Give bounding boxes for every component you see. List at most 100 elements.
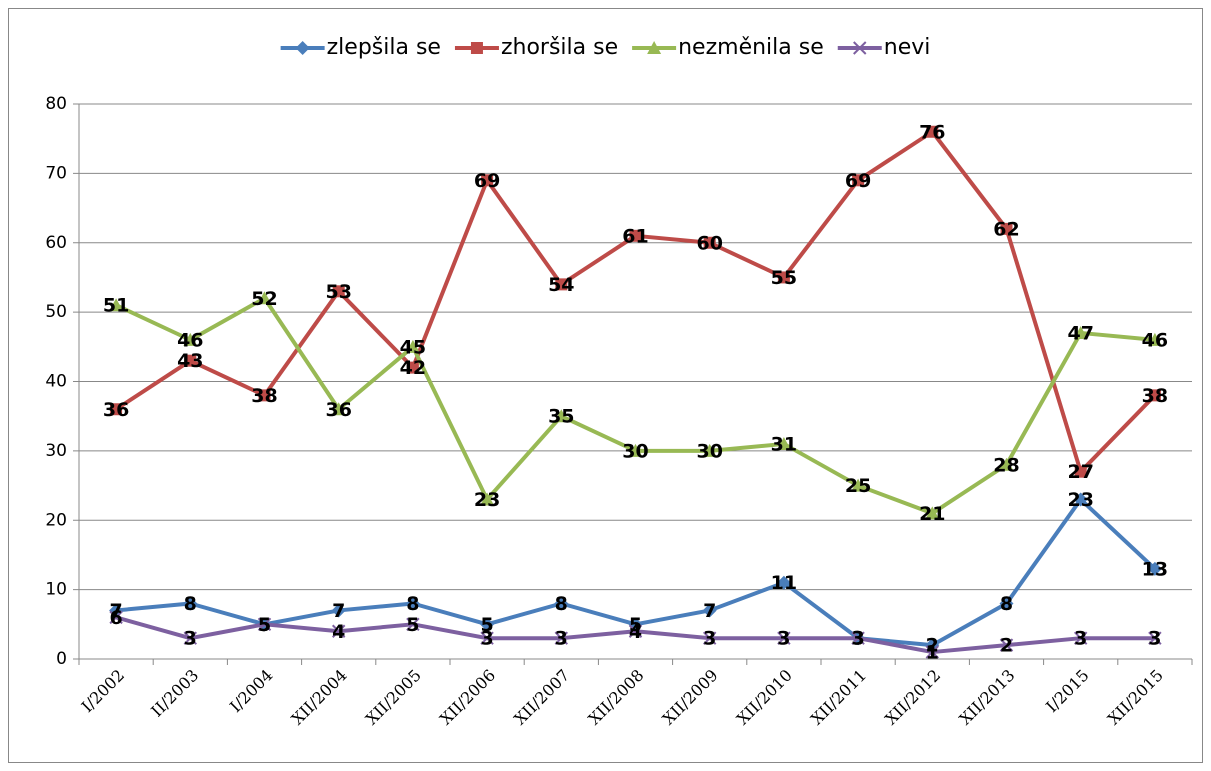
marker — [1074, 465, 1087, 478]
marker — [1073, 631, 1088, 645]
data-label: 13 — [1142, 558, 1168, 580]
marker — [853, 41, 867, 55]
y-tick-label: 0 — [56, 649, 67, 669]
marker — [1073, 492, 1088, 507]
data-label: 46 — [1142, 329, 1168, 351]
marker — [925, 506, 940, 520]
marker — [1073, 325, 1088, 339]
data-label: 11 — [771, 572, 797, 594]
data-label: 3 — [480, 628, 493, 650]
marker — [628, 443, 643, 457]
data-label: 43 — [177, 350, 203, 372]
data-label: 46 — [177, 329, 203, 351]
data-label: 8 — [184, 593, 197, 615]
y-tick-label: 10 — [45, 580, 67, 600]
marker — [183, 332, 198, 346]
data-label: 7 — [332, 600, 345, 622]
marker — [257, 291, 272, 305]
data-label: 3 — [777, 628, 790, 650]
marker — [257, 617, 272, 632]
marker — [405, 596, 420, 611]
data-label: 3 — [703, 628, 716, 650]
data-label: 6 — [109, 607, 122, 629]
data-label: 28 — [993, 454, 1019, 476]
y-tick-label: 50 — [45, 302, 67, 322]
data-label: 30 — [696, 440, 722, 462]
marker — [1148, 389, 1161, 402]
marker — [628, 624, 643, 638]
marker — [183, 631, 198, 645]
marker — [999, 638, 1014, 652]
marker — [331, 603, 346, 618]
data-label: 3 — [851, 628, 864, 650]
data-label: 23 — [1067, 489, 1093, 511]
data-label: 5 — [629, 614, 642, 636]
marker — [480, 631, 494, 645]
y-tick-label: 20 — [45, 510, 67, 530]
marker — [470, 42, 483, 54]
y-tick-label: 70 — [45, 163, 67, 183]
marker — [295, 41, 310, 55]
data-label: 2 — [926, 635, 939, 657]
data-label: 5 — [258, 614, 271, 636]
data-label: 47 — [1067, 322, 1093, 344]
data-label: 3 — [1074, 628, 1087, 650]
data-label: 35 — [548, 406, 574, 428]
data-label: 62 — [993, 218, 1019, 240]
marker — [1147, 561, 1162, 576]
marker — [555, 278, 568, 291]
marker — [331, 402, 346, 416]
data-label: 2 — [1000, 635, 1013, 657]
marker — [851, 631, 865, 645]
marker — [258, 389, 271, 402]
marker — [110, 403, 123, 416]
data-label: 8 — [555, 593, 568, 615]
data-label: 55 — [771, 267, 797, 289]
data-label: 38 — [251, 385, 277, 407]
data-label: 8 — [1000, 593, 1013, 615]
marker — [554, 409, 569, 423]
data-label: 8 — [406, 593, 419, 615]
data-label: 3 — [851, 628, 864, 650]
data-label: 69 — [474, 170, 500, 192]
marker — [702, 631, 717, 645]
data-label: 53 — [325, 281, 351, 303]
marker — [184, 354, 197, 367]
marker — [109, 298, 124, 312]
marker — [703, 236, 716, 249]
legend-label: nezměnila se — [678, 35, 824, 60]
marker — [554, 596, 569, 611]
marker — [629, 229, 642, 242]
data-label: 42 — [400, 357, 426, 379]
marker — [647, 41, 662, 54]
marker — [332, 285, 345, 298]
marker — [480, 617, 495, 632]
marker — [852, 174, 865, 187]
data-label: 76 — [919, 121, 945, 143]
data-label: 5 — [480, 614, 493, 636]
marker — [183, 596, 198, 611]
data-label: 23 — [474, 489, 500, 511]
data-label: 3 — [184, 628, 197, 650]
data-label: 60 — [696, 232, 722, 254]
data-label: 27 — [1067, 461, 1093, 483]
marker — [776, 436, 791, 450]
marker — [777, 631, 791, 645]
y-tick-label: 60 — [45, 233, 67, 253]
data-label: 45 — [400, 336, 426, 358]
data-label: 7 — [703, 600, 716, 622]
legend-label: zhoršila se — [501, 35, 618, 60]
marker — [776, 575, 791, 590]
y-tick-label: 40 — [45, 372, 67, 392]
data-label: 54 — [548, 274, 574, 296]
data-label: 4 — [332, 621, 345, 643]
data-label: 7 — [109, 600, 122, 622]
marker — [406, 361, 419, 374]
data-label: 69 — [845, 170, 871, 192]
data-label: 3 — [555, 628, 568, 650]
y-tick-label: 80 — [45, 94, 67, 114]
data-label: 3 — [1148, 628, 1161, 650]
marker — [925, 645, 940, 659]
data-label: 36 — [103, 399, 129, 421]
